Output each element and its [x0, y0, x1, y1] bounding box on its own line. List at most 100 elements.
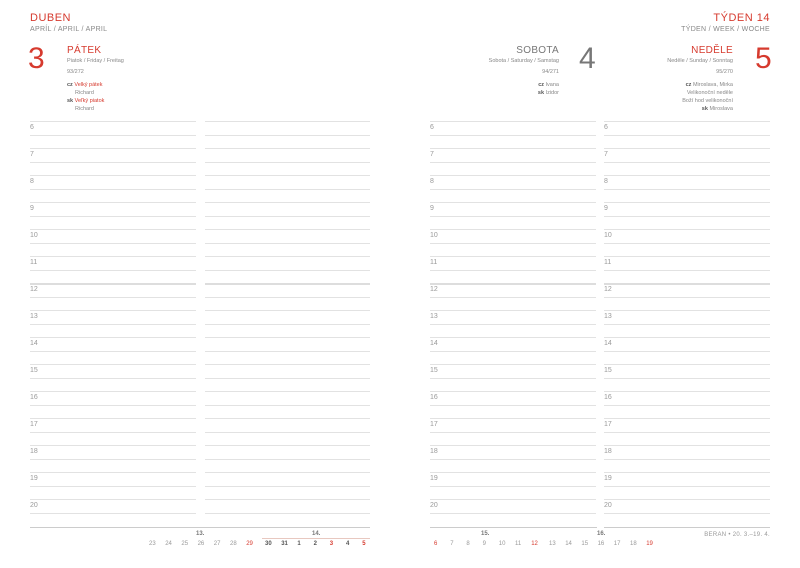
- calendar-day[interactable]: 25: [181, 541, 189, 547]
- hour-label: 12: [430, 286, 438, 293]
- hour-label: 11: [604, 259, 612, 266]
- calendar-day[interactable]: 3: [329, 541, 334, 547]
- hour-line: [30, 445, 196, 446]
- hour-label: 15: [430, 367, 438, 374]
- hour-label: 6: [430, 124, 434, 131]
- name-day-entry: cz Miroslava, Mirka: [682, 81, 733, 89]
- hour-label: 9: [430, 205, 434, 212]
- calendar-day[interactable]: 30: [265, 541, 272, 547]
- name-day-text: Miroslava, Mirka: [692, 82, 733, 88]
- hour-line: [430, 445, 596, 446]
- calendar-day[interactable]: 15: [581, 541, 589, 547]
- hour-line: [205, 445, 370, 446]
- name-day-entry: Boží hod velikonoční: [682, 97, 733, 105]
- calendar-day[interactable]: 14: [565, 541, 572, 547]
- half-hour-line: [604, 188, 770, 190]
- half-hour-line: [430, 323, 596, 325]
- friday-notes-column[interactable]: [205, 121, 370, 521]
- sunday-hours-column[interactable]: 6 7 8 9 10 11 12 13 14 15 16 17 18 19 20: [604, 121, 770, 521]
- hour-line: [30, 337, 196, 338]
- calendar-day[interactable]: 13: [549, 541, 556, 547]
- calendar-day[interactable]: 18: [630, 541, 637, 547]
- week-subtitle: TÝDEN / WEEK / WOCHE: [681, 26, 770, 33]
- calendar-day[interactable]: 19: [646, 541, 653, 547]
- hour-line: [30, 121, 196, 122]
- week-number: 15.: [481, 531, 490, 537]
- half-hour-line: [205, 377, 370, 379]
- calendar-day[interactable]: 23: [149, 541, 156, 547]
- calendar-day[interactable]: 28: [230, 541, 237, 547]
- hour-line: [604, 148, 770, 149]
- half-hour-line: [604, 485, 770, 487]
- hour-line: [30, 364, 196, 365]
- half-hour-line: [205, 431, 370, 433]
- hour-label: 6: [30, 124, 34, 131]
- calendar-day[interactable]: 9: [482, 541, 486, 547]
- half-hour-line: [604, 350, 770, 352]
- hour-line: [430, 337, 596, 338]
- half-hour-line: [430, 350, 596, 352]
- hour-line: [604, 364, 770, 365]
- half-hour-line: [30, 215, 196, 217]
- hour-line: [604, 175, 770, 176]
- day-name-friday: PÁTEK: [67, 45, 102, 56]
- calendar-day[interactable]: 31: [281, 541, 288, 547]
- half-hour-line: [205, 404, 370, 406]
- calendar-day[interactable]: 2: [313, 541, 317, 547]
- calendar-day[interactable]: 4: [346, 541, 350, 547]
- hour-label: 11: [30, 259, 38, 266]
- calendar-day[interactable]: 26: [197, 541, 205, 547]
- day-names-friday: Piatok / Friday / Freitag: [67, 58, 124, 64]
- name-day-text: Velikonoční neděle: [686, 90, 733, 96]
- name-days-saturday: cz Ivana sk Izidor: [538, 81, 559, 97]
- hour-line: [430, 148, 596, 149]
- calendar-day[interactable]: 6: [434, 541, 438, 547]
- name-day-entry: cz Ivana: [538, 81, 559, 89]
- calendar-day[interactable]: 5: [362, 541, 366, 547]
- calendar-day[interactable]: 12: [531, 541, 538, 547]
- hour-line: [604, 310, 770, 311]
- half-hour-line: [430, 512, 596, 514]
- name-day-entry: sk Miroslava: [682, 105, 733, 113]
- hour-label: 7: [30, 151, 34, 158]
- hour-label: 11: [430, 259, 438, 266]
- name-days-sunday: cz Miroslava, Mirka Velikonoční neděle Bož…: [682, 81, 733, 113]
- hour-line: [30, 229, 196, 230]
- half-hour-line: [430, 134, 596, 136]
- name-day-text: Izidor: [545, 90, 559, 96]
- calendar-day[interactable]: 27: [213, 541, 221, 547]
- calendar-day[interactable]: 29: [246, 541, 253, 547]
- hour-line: [430, 229, 596, 230]
- hour-line: [604, 256, 770, 257]
- calendar-day[interactable]: 11: [515, 541, 522, 547]
- hour-label: 12: [30, 286, 38, 293]
- hour-label: 7: [430, 151, 434, 158]
- hour-label: 16: [30, 394, 38, 401]
- hour-label: 19: [430, 475, 438, 482]
- name-day-text: Ivana: [545, 82, 559, 88]
- half-hour-line: [30, 377, 196, 379]
- friday-hours-column[interactable]: 6 7 8 9 10 11 12 13 14 15 16 17 18 19 20: [30, 121, 196, 521]
- language-code: cz: [538, 82, 546, 88]
- hour-line: [205, 283, 370, 285]
- name-day-entry: sk Izidor: [538, 89, 559, 97]
- calendar-day[interactable]: 17: [613, 541, 621, 547]
- calendar-day[interactable]: 8: [466, 541, 470, 547]
- saturday-hours-column[interactable]: 6 7 8 9 10 11 12 13 14 15 16 17 18 19 20: [430, 121, 596, 521]
- day-names-sunday: Neděle / Sunday / Sonntag: [667, 58, 733, 64]
- half-hour-line: [604, 458, 770, 460]
- half-hour-line: [205, 485, 370, 487]
- name-day-entry: Richard: [67, 105, 104, 113]
- calendar-day[interactable]: 16: [597, 541, 605, 547]
- half-hour-line: [604, 296, 770, 298]
- calendar-day[interactable]: 10: [498, 541, 506, 547]
- hour-line: [604, 337, 770, 338]
- bottom-divider: [30, 527, 370, 528]
- week-number: 16.: [597, 531, 606, 537]
- calendar-day[interactable]: 1: [297, 541, 301, 547]
- calendar-day[interactable]: 7: [450, 541, 454, 547]
- calendar-day[interactable]: 24: [165, 541, 172, 547]
- hour-line: [604, 445, 770, 446]
- half-hour-line: [30, 512, 196, 514]
- footer-range: BERAN • 20. 3.–19. 4.: [704, 532, 770, 538]
